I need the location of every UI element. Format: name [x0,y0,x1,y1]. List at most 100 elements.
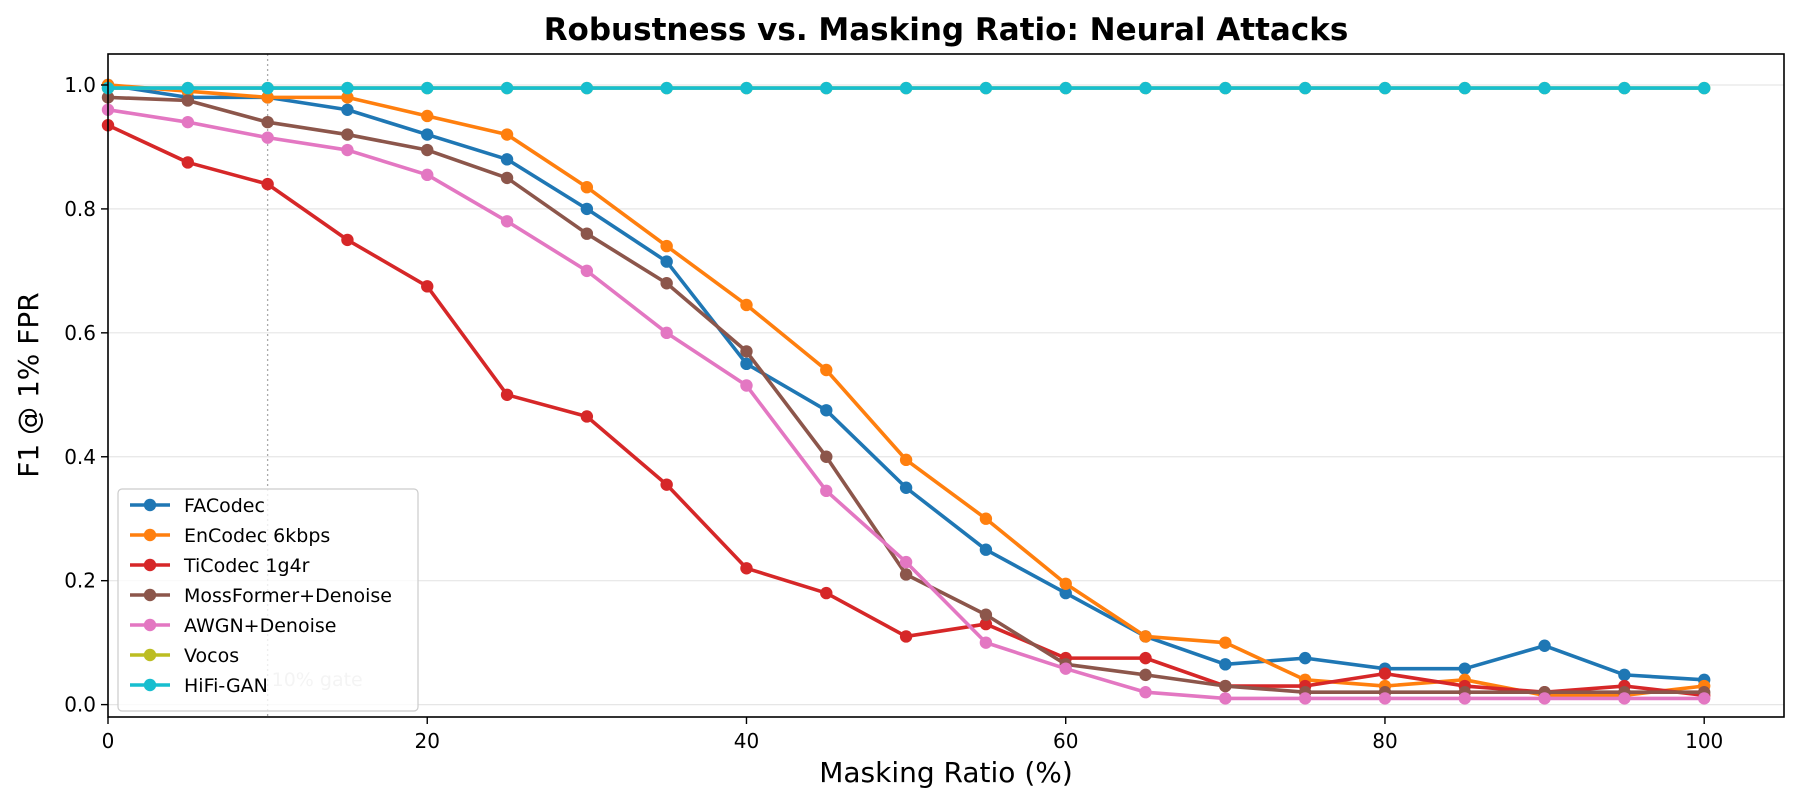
series-ticodec-1g4r [101,119,1711,702]
data-point [979,543,993,556]
data-point [1139,651,1152,665]
data-point [500,388,514,401]
data-point [421,81,434,95]
data-point [979,512,993,525]
data-point [1059,586,1072,600]
data-point [1458,692,1471,705]
data-point [1458,662,1471,675]
y-axis-label: F1 @ 1% FPR [12,292,45,478]
data-point [500,215,514,228]
data-point [341,103,354,116]
data-point [261,131,274,144]
legend-entry: TiCodec 1g4r [130,555,310,577]
legend-label: EnCodec 6kbps [184,525,330,547]
legend-entry: MossFormer+Denoise [130,585,392,607]
x-tick-label: 100 [1685,729,1723,753]
data-point [1538,692,1551,705]
legend-label: FACodec [184,495,265,517]
data-point [1219,679,1232,693]
data-point [660,277,673,290]
data-point [740,562,753,575]
data-point [820,363,833,377]
legend-marker [143,498,157,512]
data-point [740,81,753,95]
data-point [820,484,833,498]
data-point [740,345,753,358]
legend-marker [143,558,157,572]
data-point [1139,81,1152,95]
data-point [341,143,354,157]
legend-label: MossFormer+Denoise [184,585,392,607]
data-point [1618,81,1631,95]
data-point [1139,630,1152,643]
data-point [1458,81,1471,95]
legend-marker [143,528,157,542]
data-point [979,636,993,649]
series-awgn-denoise [101,103,1711,705]
legend-label: HiFi-GAN [184,675,268,697]
data-point [580,264,594,278]
data-point [1059,577,1072,590]
data-point [1378,81,1392,95]
data-point [580,227,594,240]
data-point [1378,692,1392,705]
data-point [1618,668,1631,682]
x-tick-label: 20 [415,729,440,753]
data-point [1697,692,1711,705]
chart-title: Robustness vs. Masking Ratio: Neural Att… [544,12,1349,48]
data-point [1059,662,1072,675]
data-point [1378,667,1392,680]
y-tick-label: 0.0 [64,693,96,717]
data-point [341,233,354,247]
legend-entry: AWGN+Denoise [130,615,336,637]
legend-label: AWGN+Denoise [184,615,336,637]
data-point [1139,668,1152,682]
data-point [580,202,594,216]
axis-ticks: 0.0 0.2 0.4 0.6 0.8 1.0 0 20 40 60 80 100 [64,73,1723,753]
data-point [820,404,833,417]
y-tick-label: 0.6 [64,321,96,345]
data-point [181,115,195,129]
data-point [1298,81,1312,95]
legend-label: TiCodec 1g4r [183,555,310,577]
data-point [1298,692,1312,705]
legend-entry: HiFi-GAN [130,675,268,697]
data-point [421,143,434,157]
x-tick-label: 60 [1053,729,1078,753]
legend-label: Vocos [184,645,239,667]
data-point [660,81,673,95]
data-point [1298,651,1312,665]
data-point [820,586,833,600]
data-point [1219,692,1232,705]
data-point [341,81,354,95]
data-point [660,326,673,340]
data-point [181,156,195,169]
data-point [181,81,195,95]
data-point [820,81,833,95]
legend-marker [143,678,157,692]
x-tick-label: 80 [1372,729,1397,753]
data-point [421,280,434,293]
data-point [500,81,514,95]
data-point [740,357,753,371]
data-point [500,171,514,185]
data-point [261,177,274,191]
data-point [1538,639,1551,652]
data-point [1139,686,1152,699]
data-point [181,94,195,107]
legend-entry: EnCodec 6kbps [130,525,330,547]
data-point [421,128,434,141]
data-point [660,478,673,491]
legend-marker [143,588,157,602]
data-point [899,453,913,467]
y-tick-label: 0.2 [64,569,96,593]
legend-frame [117,488,419,712]
data-point [421,109,434,123]
data-point [1219,658,1232,671]
data-point [1219,81,1232,95]
x-axis-label: Masking Ratio (%) [819,756,1073,789]
data-point [740,379,753,392]
data-point [1618,692,1631,705]
data-point [979,608,993,621]
